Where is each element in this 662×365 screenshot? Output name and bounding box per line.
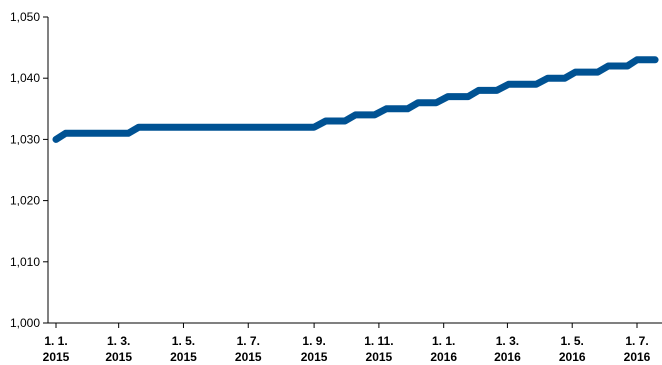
x-tick-label-day: 1. 7.	[237, 334, 260, 348]
x-tick-label-day: 1. 3.	[107, 334, 130, 348]
series-line	[52, 56, 659, 143]
x-tick-label-day: 1. 9.	[302, 334, 325, 348]
y-tick-label: 1,010	[10, 255, 40, 269]
x-tick-label-year: 2015	[366, 350, 393, 364]
x-axis: 1. 1. 2015 1. 3. 2015 1. 5. 2015 1. 7. 2015 1. 9…	[43, 322, 662, 364]
y-tick-label: 1,000	[10, 316, 40, 330]
x-tick-label-day: 1. 7.	[625, 334, 648, 348]
x-tick-label-year: 2016	[624, 350, 651, 364]
x-tick-label-year: 2016	[559, 350, 586, 364]
x-tick-label-year: 2015	[301, 350, 328, 364]
x-tick-label-day: 1. 1.	[432, 334, 455, 348]
x-tick-label-day: 1. 11.	[364, 334, 393, 348]
x-tick-label-year: 2015	[170, 350, 197, 364]
y-tick-label: 1,020	[10, 194, 40, 208]
y-tick-label: 1,040	[10, 71, 40, 85]
x-tick-label-day: 1. 5.	[561, 334, 584, 348]
y-tick-label: 1,030	[10, 132, 40, 146]
x-tick-label-day: 1. 3.	[496, 334, 519, 348]
x-tick-label-year: 2016	[430, 350, 457, 364]
x-tick-label-year: 2016	[494, 350, 521, 364]
y-axis: 1,000 1,010 1,020 1,030 1,040 1,050	[10, 10, 49, 330]
x-tick-label-year: 2015	[105, 350, 132, 364]
x-tick-label-year: 2015	[235, 350, 262, 364]
y-tick-label: 1,050	[10, 10, 40, 24]
series-layer	[52, 56, 659, 143]
x-tick-label-day: 1. 1.	[44, 334, 67, 348]
x-tick-label-year: 2015	[43, 350, 70, 364]
x-tick-label-day: 1. 5.	[172, 334, 195, 348]
